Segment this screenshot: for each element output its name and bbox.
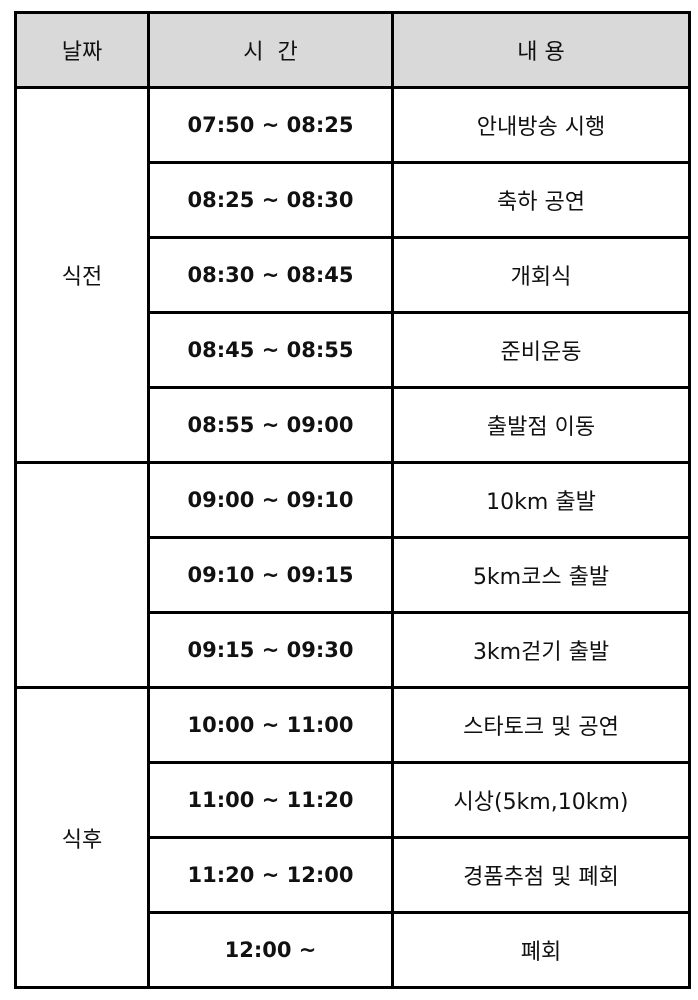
time-cell: 08:25 ~ 08:30 [147, 161, 394, 239]
group-label: 식후 [14, 686, 150, 989]
table-row: 식전 07:50 ~ 08:25 안내방송 시행 [14, 86, 691, 464]
time-cell: 09:15 ~ 09:30 [147, 611, 394, 689]
content-cell: 3km걷기 출발 [391, 611, 691, 689]
table-row: 11:20 ~ 12:00 경품추첨 및 폐회 [16, 836, 691, 914]
time-cell: 11:20 ~ 12:00 [147, 836, 394, 914]
content-cell: 10km 출발 [391, 461, 691, 539]
content-cell: 개회식 [391, 236, 691, 314]
table-row: 08:25 ~ 08:30 축하 공연 [16, 161, 691, 239]
table-row: 12:00 ~ 폐회 [16, 911, 691, 989]
time-cell: 07:50 ~ 08:25 [147, 86, 394, 164]
content-cell: 출발점 이동 [391, 386, 691, 464]
content-cell: 경품추첨 및 폐회 [391, 836, 691, 914]
table-row: 08:30 ~ 08:45 개회식 [16, 236, 691, 314]
table-row: 09:15 ~ 09:30 3km걷기 출발 [16, 611, 691, 689]
header-date: 날짜 [14, 11, 150, 89]
header-row: 날짜 시 간 내 용 [14, 11, 691, 89]
time-cell: 09:10 ~ 09:15 [147, 536, 394, 614]
header-time: 시 간 [147, 11, 394, 89]
table-row: 09:10 ~ 09:15 5km코스 출발 [16, 536, 691, 614]
time-cell: 08:45 ~ 08:55 [147, 311, 394, 389]
schedule-table: 날짜 시 간 내 용 식전 07:50 ~ 08:25 안내방송 시행 08:25 ~… [14, 11, 691, 989]
content-cell: 5km코스 출발 [391, 536, 691, 614]
time-cell: 08:55 ~ 09:00 [147, 386, 394, 464]
time-cell: 08:30 ~ 08:45 [147, 236, 394, 314]
table-row: 08:55 ~ 09:00 출발점 이동 [16, 386, 691, 464]
time-cell: 10:00 ~ 11:00 [147, 686, 394, 764]
content-cell: 안내방송 시행 [391, 86, 691, 164]
header-content: 내 용 [391, 11, 691, 89]
table-row: 08:45 ~ 08:55 준비운동 [16, 311, 691, 389]
time-cell: 09:00 ~ 09:10 [147, 461, 394, 539]
content-cell: 축하 공연 [391, 161, 691, 239]
time-cell: 11:00 ~ 11:20 [147, 761, 394, 839]
content-cell: 폐회 [391, 911, 691, 989]
content-cell: 스타토크 및 공연 [391, 686, 691, 764]
table-row: 11:00 ~ 11:20 시상(5km,10km) [16, 761, 691, 839]
group-label [14, 461, 150, 689]
table-row: 09:00 ~ 09:10 10km 출발 [14, 461, 691, 689]
table-row: 식후 10:00 ~ 11:00 스타토크 및 공연 [14, 686, 691, 989]
schedule-body: 식전 07:50 ~ 08:25 안내방송 시행 08:25 ~ 08:30 축하 공연… [14, 86, 691, 989]
content-cell: 시상(5km,10km) [391, 761, 691, 839]
content-cell: 준비운동 [391, 311, 691, 389]
group-label: 식전 [14, 86, 150, 464]
time-cell: 12:00 ~ [147, 911, 394, 989]
